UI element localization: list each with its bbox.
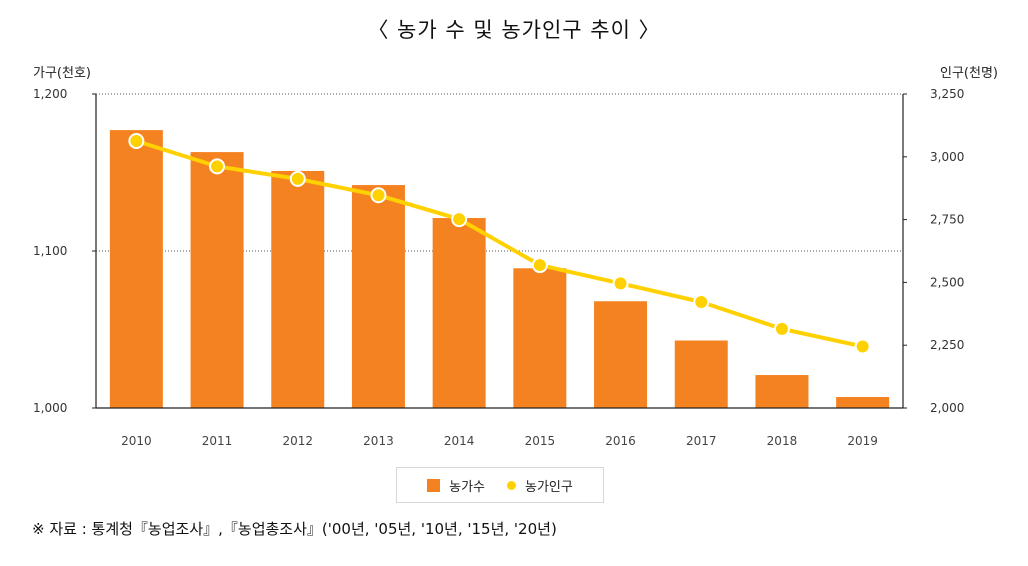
- left-tick-label: 1,200: [33, 87, 67, 101]
- legend-bar-label: 농가수: [449, 479, 486, 495]
- legend-bar-swatch: [427, 478, 441, 492]
- population-point: [612, 275, 629, 292]
- population-point: [773, 320, 790, 337]
- bar: [432, 218, 486, 408]
- source-note: ※ 자료 : 통계청『농업조사』,『농업총조사』('00년, '05년, '10…: [32, 520, 557, 538]
- right-axis-title: 인구(천명): [940, 66, 998, 81]
- bar: [594, 301, 648, 408]
- x-tick-label: 2012: [282, 434, 313, 448]
- bar: [674, 340, 728, 408]
- population-point: [693, 293, 710, 310]
- population-line: [135, 139, 864, 349]
- bar: [109, 130, 163, 409]
- right-tick-label: 2,500: [930, 275, 964, 289]
- right-tick-label: 2,000: [930, 401, 964, 415]
- population-point: [128, 132, 145, 149]
- x-tick-label: 2016: [605, 434, 636, 448]
- left-axis-title: 가구(천호): [33, 66, 91, 81]
- legend-line-marker: [507, 480, 517, 490]
- bar: [351, 185, 405, 408]
- population-point: [289, 170, 306, 187]
- x-tick-label: 2011: [202, 434, 233, 448]
- population-point: [209, 158, 226, 175]
- left-tick-label: 1,100: [33, 244, 67, 258]
- bar: [271, 170, 325, 408]
- population-point: [854, 338, 871, 355]
- population-point: [451, 211, 468, 228]
- population-point: [370, 187, 387, 204]
- bar: [755, 375, 809, 408]
- bar: [836, 397, 890, 408]
- x-tick-label: 2015: [525, 434, 556, 448]
- x-tick-label: 2017: [686, 434, 717, 448]
- legend: 농가수 농가인구: [396, 467, 604, 503]
- bar: [513, 268, 567, 408]
- x-tick-label: 2019: [847, 434, 878, 448]
- right-tick-label: 2,750: [930, 213, 964, 227]
- right-tick-label: 3,000: [930, 150, 964, 164]
- legend-item-line: 농가인구: [507, 476, 573, 495]
- right-tick-label: 2,250: [930, 338, 964, 352]
- population-point: [531, 257, 548, 274]
- x-tick-label: 2018: [767, 434, 798, 448]
- legend-line-label: 농가인구: [525, 479, 573, 495]
- x-tick-label: 2014: [444, 434, 475, 448]
- left-tick-label: 1,000: [33, 401, 67, 415]
- right-tick-label: 3,250: [930, 87, 964, 101]
- chart-title: 〈 농가 수 및 농가인구 추이 〉: [367, 18, 661, 42]
- bar: [190, 152, 244, 408]
- x-tick-label: 2013: [363, 434, 394, 448]
- legend-item-bar: 농가수: [427, 476, 485, 495]
- x-tick-label: 2010: [121, 434, 152, 448]
